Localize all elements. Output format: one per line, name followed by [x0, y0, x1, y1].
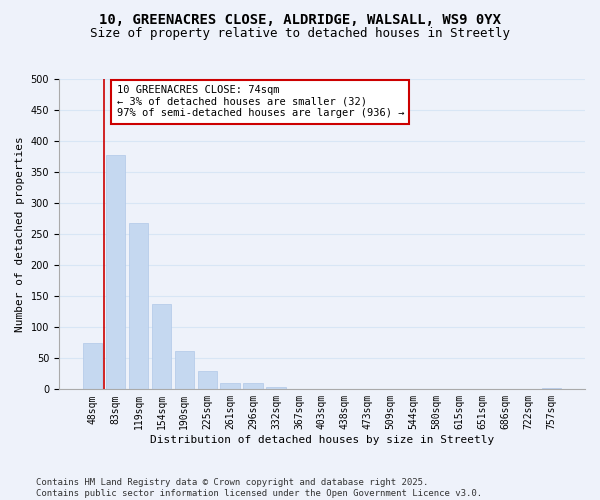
Bar: [175, 351, 194, 390]
Bar: [152, 304, 171, 390]
Bar: [197, 372, 217, 390]
Bar: [266, 387, 286, 390]
X-axis label: Distribution of detached houses by size in Streetly: Distribution of detached houses by size …: [150, 435, 494, 445]
Bar: [83, 343, 103, 390]
Bar: [244, 383, 263, 390]
Bar: [128, 223, 148, 390]
Text: 10, GREENACRES CLOSE, ALDRIDGE, WALSALL, WS9 0YX: 10, GREENACRES CLOSE, ALDRIDGE, WALSALL,…: [99, 12, 501, 26]
Text: Contains HM Land Registry data © Crown copyright and database right 2025.
Contai: Contains HM Land Registry data © Crown c…: [36, 478, 482, 498]
Text: 10 GREENACRES CLOSE: 74sqm
← 3% of detached houses are smaller (32)
97% of semi-: 10 GREENACRES CLOSE: 74sqm ← 3% of detac…: [116, 85, 404, 118]
Text: Size of property relative to detached houses in Streetly: Size of property relative to detached ho…: [90, 28, 510, 40]
Bar: [106, 154, 125, 390]
Y-axis label: Number of detached properties: Number of detached properties: [15, 136, 25, 332]
Bar: [220, 383, 240, 390]
Bar: [542, 388, 561, 390]
